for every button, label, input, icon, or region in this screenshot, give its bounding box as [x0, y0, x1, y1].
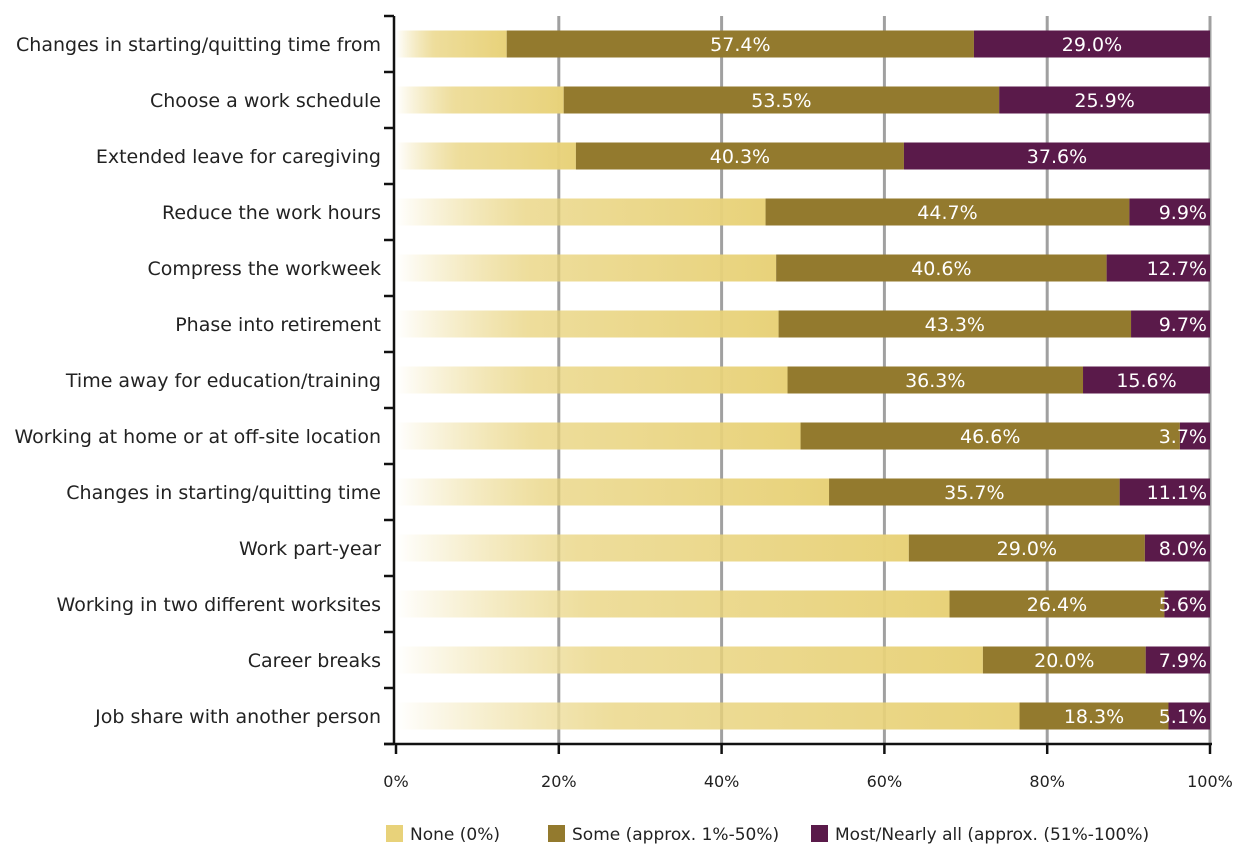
bar-segment: [1019, 702, 1169, 730]
x-tick-label: 0%: [383, 772, 408, 791]
data-label: 11.1%: [1147, 482, 1207, 504]
category-label: Compress the workweek: [147, 258, 381, 280]
bar-segment: [563, 86, 1000, 114]
category-label: Changes in starting/quitting time: [66, 482, 381, 504]
x-tick-label: 100%: [1187, 772, 1233, 791]
data-label: 5.6%: [1159, 594, 1207, 616]
category-label: Phase into retirement: [175, 314, 381, 336]
category-label: Job share with another person: [94, 706, 381, 728]
bar-segment: [903, 142, 1210, 170]
data-label: 29.0%: [1062, 34, 1122, 56]
data-label: 3.7%: [1159, 426, 1207, 448]
bar-segment: [396, 646, 983, 674]
bar-segment: [396, 590, 950, 618]
bar-segment: [765, 198, 1130, 226]
x-tick-label: 20%: [541, 772, 577, 791]
category-label: Working in two different worksites: [57, 594, 381, 616]
bars: 57.4% 29.0% 53.5% 25.9% 40.3% 37.6% 44.7% 9.9% 4…: [396, 30, 1210, 730]
data-label: 25.9%: [1074, 90, 1134, 112]
bar-segment: [396, 86, 564, 114]
bar-segment: [396, 702, 1020, 730]
bar-segment: [1129, 198, 1210, 226]
bar-segment: [396, 198, 766, 226]
data-label: 12.7%: [1147, 258, 1207, 280]
data-label: 36.3%: [905, 370, 965, 392]
data-label: 26.4%: [1027, 594, 1087, 616]
data-label: 15.6%: [1116, 370, 1176, 392]
data-label: 9.7%: [1159, 314, 1207, 336]
bar-segment: [396, 254, 777, 282]
data-label: 29.0%: [997, 538, 1057, 560]
data-label: 40.3%: [710, 146, 770, 168]
category-label: Choose a work schedule: [150, 90, 381, 112]
bar-segment: [787, 366, 1084, 394]
bar-segment: [982, 646, 1146, 674]
bar-segment: [949, 590, 1165, 618]
bar-segment: [396, 534, 909, 562]
data-label: 46.6%: [960, 426, 1020, 448]
data-label: 8.0%: [1159, 538, 1207, 560]
bar-segment: [575, 142, 904, 170]
bar-segment: [1168, 702, 1210, 730]
data-label: 57.4%: [710, 34, 770, 56]
category-label: Reduce the work hours: [162, 202, 381, 224]
bar-segment: [396, 142, 576, 170]
bar-segment: [778, 310, 1132, 338]
data-label: 18.3%: [1064, 706, 1124, 728]
bar-segment: [396, 478, 830, 506]
data-label: 9.9%: [1159, 202, 1207, 224]
data-label: 40.6%: [911, 258, 971, 280]
category-label: Career breaks: [248, 650, 381, 672]
data-label: 53.5%: [751, 90, 811, 112]
axes: Changes in starting/quitting time from Ch…: [15, 14, 1233, 791]
data-label: 44.7%: [917, 202, 977, 224]
bar-segment: [1106, 254, 1210, 282]
legend: None (0%) Some (approx. 1%-50%) Most/Nearl…: [386, 825, 1149, 844]
data-label: 35.7%: [944, 482, 1004, 504]
category-label: Work part-year: [239, 538, 381, 560]
bar-segment: [1131, 310, 1210, 338]
legend-swatch: [386, 825, 403, 842]
bar-segment: [999, 86, 1210, 114]
data-label: 5.1%: [1159, 706, 1207, 728]
bar-segment: [800, 422, 1180, 450]
bar-segment: [396, 366, 788, 394]
bar-segment: [396, 422, 801, 450]
data-label: 43.3%: [925, 314, 985, 336]
bar-segment: [973, 30, 1210, 58]
x-tick-label: 80%: [1029, 772, 1065, 791]
category-label: Time away for education/training: [65, 370, 381, 392]
data-label: 20.0%: [1034, 650, 1094, 672]
category-label: Changes in starting/quitting time from: [16, 34, 381, 56]
legend-swatch: [811, 825, 828, 842]
legend-label: Most/Nearly all (approx. (51%-100%): [835, 825, 1149, 844]
legend-label: Some (approx. 1%-50%): [572, 825, 779, 844]
bar-segment: [1119, 478, 1210, 506]
x-tick-label: 60%: [867, 772, 903, 791]
bar-segment: [1179, 422, 1210, 450]
category-label: Extended leave for caregiving: [96, 146, 381, 168]
data-label: 7.9%: [1159, 650, 1207, 672]
legend-swatch: [548, 825, 565, 842]
bar-segment: [776, 254, 1107, 282]
bar-segment: [396, 310, 779, 338]
bar-segment: [1144, 534, 1210, 562]
bar-segment: [1083, 366, 1210, 394]
bar-segment: [908, 534, 1145, 562]
x-tick-label: 40%: [704, 772, 740, 791]
bar-segment: [829, 478, 1120, 506]
bar-segment: [396, 30, 507, 58]
category-label: Working at home or at off-site location: [15, 426, 382, 448]
bar-segment: [1145, 646, 1210, 674]
bar-segment: [506, 30, 974, 58]
bar-segment: [1164, 590, 1210, 618]
legend-label: None (0%): [410, 825, 500, 844]
data-label: 37.6%: [1027, 146, 1087, 168]
